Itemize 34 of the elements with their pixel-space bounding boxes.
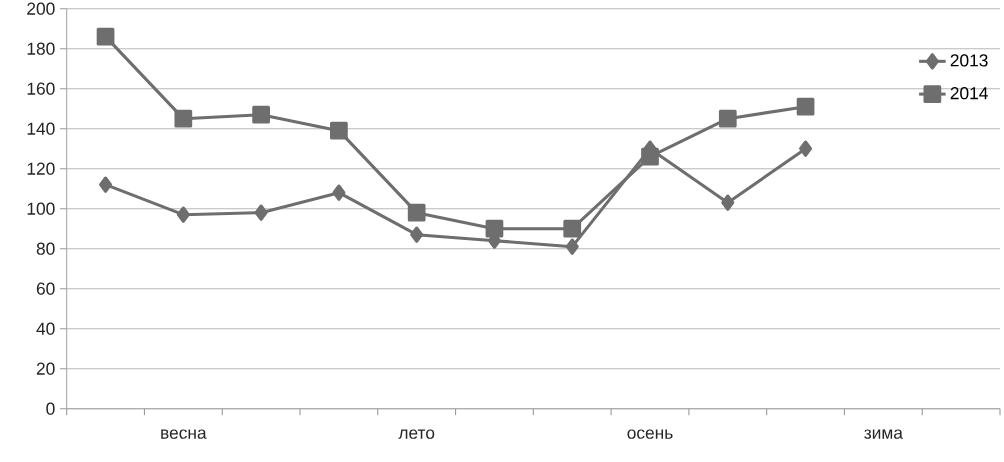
y-tick-label: 40 [36, 322, 55, 335]
x-tick-label: лето [398, 429, 435, 439]
point [332, 184, 346, 201]
legend-label: 2014 [950, 87, 988, 100]
y-tick-label: 60 [36, 282, 55, 295]
x-tick-label: осень [627, 429, 673, 439]
y-tick-label: 80 [36, 242, 55, 255]
legend-label: 2013 [950, 54, 988, 67]
point [174, 109, 193, 128]
y-tick-label: 100 [27, 202, 55, 215]
x-tick-label: весна [161, 429, 207, 439]
x-tick-label: зима [864, 429, 903, 439]
point [485, 219, 504, 238]
point [330, 121, 348, 140]
y-tick-label: 180 [27, 42, 55, 55]
point [176, 206, 190, 223]
point [99, 176, 113, 193]
y-tick-label: 20 [36, 362, 55, 375]
point [565, 238, 579, 255]
point [718, 109, 737, 128]
point [96, 27, 115, 46]
y-tick-label: 200 [27, 2, 55, 15]
point [252, 105, 270, 124]
point [563, 219, 582, 238]
y-tick-label: 0 [46, 402, 55, 415]
y-tick-label: 140 [27, 122, 55, 135]
point [721, 194, 735, 211]
point [796, 97, 815, 116]
point [407, 203, 426, 222]
y-tick-label: 120 [27, 162, 55, 175]
y-tick-label: 160 [27, 82, 55, 95]
point [254, 204, 268, 221]
point [410, 226, 424, 243]
point [799, 140, 813, 157]
